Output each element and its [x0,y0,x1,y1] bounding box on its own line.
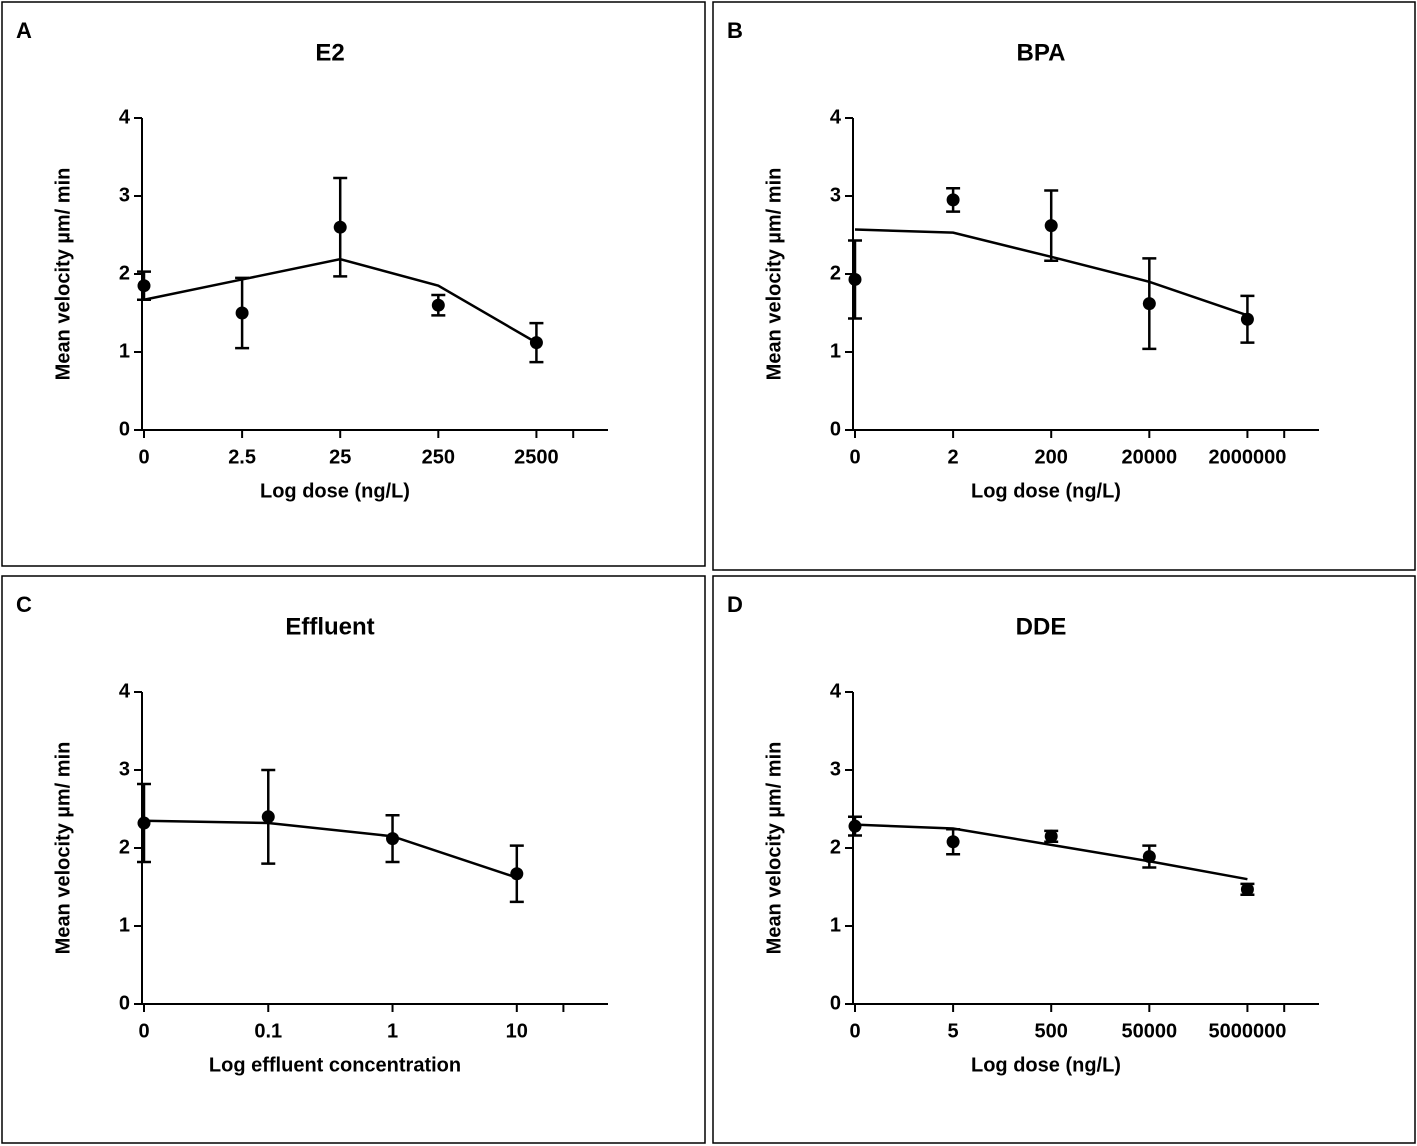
y-tick-label: 2 [119,836,130,858]
x-tick-label: 2500 [514,446,559,468]
x-tick-label: 0 [849,446,860,468]
panel-letter: B [727,18,743,43]
panel: A E2 0 1 2 3 4 0 2.5 25 250 2500 Log dose (ng/L) Mean… [1,1,706,567]
y-tick-label: 2 [830,262,841,284]
x-axis-label: Log dose (ng/L) [971,480,1121,502]
y-tick-label: 1 [830,914,841,936]
data-point [1044,219,1058,233]
data-point [1044,829,1058,843]
y-axis-label: Mean velocity µm/ min [763,168,785,381]
data-point [848,819,862,833]
data-point [235,306,249,320]
panel-letter: C [16,592,32,617]
x-tick-label: 2.5 [228,446,256,468]
x-tick-label: 5000000 [1208,1020,1286,1042]
x-tick-label: 500 [1035,1020,1068,1042]
panel-border [1,1,706,567]
y-tick-label: 3 [830,758,841,780]
x-tick-label: 20000 [1122,446,1178,468]
y-axis-label: Mean velocity µm/ min [763,742,785,955]
y-tick-label: 1 [119,914,130,936]
x-axis-label: Log effluent concentration [209,1054,461,1076]
y-tick-label: 0 [830,418,841,440]
y-axis-label: Mean velocity µm/ min [52,168,74,381]
x-tick-label: 0 [138,1020,149,1042]
y-tick-label: 1 [830,340,841,362]
data-point [510,867,524,881]
data-point [386,832,400,846]
fit-line [854,823,1248,881]
y-tick-label: 4 [119,106,131,128]
data-point [946,835,960,849]
x-tick-label: 200 [1035,446,1068,468]
data-point [1142,850,1156,864]
data-point [1240,882,1254,896]
panel-border [1,575,706,1144]
y-axis-label: Mean velocity µm/ min [52,742,74,955]
panel: D DDE 0 1 2 3 4 0 5 500 50000 5000000 Log dose (ng/L… [712,575,1416,1144]
x-tick-label: 250 [422,446,455,468]
data-point [431,298,445,312]
x-tick-label: 0.1 [254,1020,282,1042]
x-tick-label: 2 [948,446,959,468]
x-tick-label: 0 [138,446,149,468]
y-tick-label: 0 [830,992,841,1014]
panel-letter: A [16,18,32,43]
panel: B BPA 0 1 2 3 4 0 2 200 20000 2000000 Log dose (ng/L… [712,1,1416,571]
y-tick-label: 4 [830,106,842,128]
data-point [137,816,151,830]
chart-title: BPA [1017,39,1066,66]
data-point [946,193,960,207]
y-tick-label: 0 [119,418,130,440]
x-tick-label: 0 [849,1020,860,1042]
y-tick-label: 4 [119,680,131,702]
x-axis-label: Log dose (ng/L) [260,480,410,502]
data-point [333,220,347,234]
x-tick-label: 50000 [1122,1020,1178,1042]
y-tick-label: 3 [119,758,130,780]
chart-title: Effluent [285,613,374,640]
panel-letter: D [727,592,743,617]
y-tick-label: 0 [119,992,130,1014]
data-point [137,279,151,293]
y-tick-label: 4 [830,680,842,702]
x-tick-label: 25 [329,446,351,468]
data-point [1240,312,1254,326]
fit-line [143,819,518,879]
y-tick-label: 1 [119,340,130,362]
x-tick-label: 5 [948,1020,959,1042]
data-point [529,336,543,350]
y-tick-label: 3 [119,184,130,206]
data-point [1142,297,1156,311]
data-point [848,272,862,286]
panel-border [712,1,1416,571]
x-tick-label: 2000000 [1208,446,1286,468]
chart-title: DDE [1016,613,1067,640]
chart-title: E2 [315,39,344,66]
panel-border [712,575,1416,1144]
x-axis-label: Log dose (ng/L) [971,1054,1121,1076]
y-tick-label: 2 [830,836,841,858]
x-tick-label: 10 [506,1020,528,1042]
y-tick-label: 3 [830,184,841,206]
y-tick-label: 2 [119,262,130,284]
panel: C Effluent 0 1 2 3 4 0 0.1 1 10 Log effluent concen… [1,575,706,1144]
x-tick-label: 1 [387,1020,398,1042]
data-point [261,810,275,824]
